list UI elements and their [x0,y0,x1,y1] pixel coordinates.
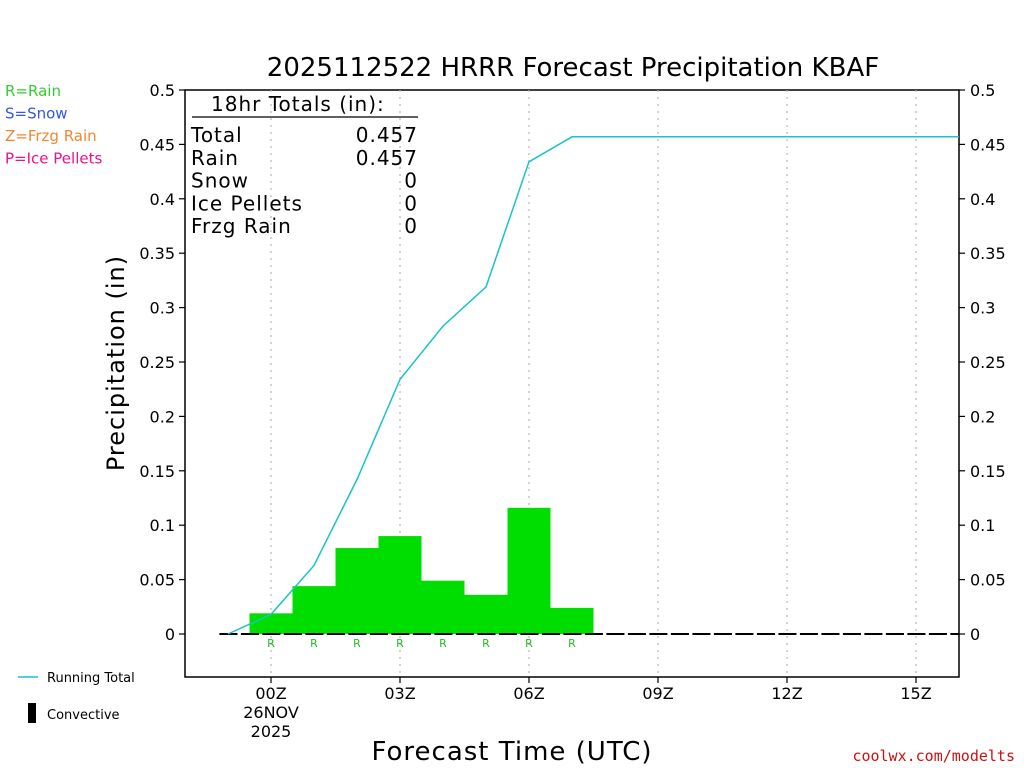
y-tick-label-left-1: 0.05 [139,571,175,590]
y-tick-label-right-0: 0 [970,625,980,644]
totals-rows: Total 0.457 Rain 0.457 Snow 0 Ice Pellets 0 Frzg… [190,123,418,238]
totals-label-2: Snow [191,169,249,193]
running-total-legend-text: Running Total [47,671,135,686]
ptype-label-1: R [310,637,318,650]
y-tick-label-right-2: 0.1 [970,516,995,535]
y-tick-label-left-2: 0.1 [150,516,175,535]
bar-1 [292,586,336,634]
x-tick-date-0: 26NOV [243,703,299,722]
y-tick-label-right-5: 0.25 [970,353,1006,372]
totals-label-1: Rain [191,146,239,170]
x-tick-label-2: 06Z [513,684,544,703]
ptype-label-7: R [568,637,576,650]
x-tick-year-0: 2025 [251,722,292,741]
y-tick-label-right-4: 0.2 [970,407,995,426]
plot-frame [184,89,960,678]
convective-legend-swatch [28,703,36,723]
x-tick-label-3: 09Z [642,684,673,703]
y-tick-label-right-8: 0.4 [970,190,995,209]
x-tick-label-1: 03Z [384,684,415,703]
y-tick-label-left-5: 0.25 [139,353,175,372]
y-tick-label-right-9: 0.45 [970,135,1006,154]
running-total-line [227,136,959,635]
hourly-bars [249,507,594,634]
bar-6 [507,507,551,634]
bar-7 [550,607,594,634]
bar-5 [464,594,508,634]
ptype-label-5: R [482,637,490,650]
totals-value-3: 0 [404,191,418,215]
totals-value-4: 0 [404,214,418,238]
y-tick-label-right-6: 0.3 [970,299,995,318]
y-axis-label: Precipitation (in) [102,255,130,471]
ptype-legend-item-3: P=Ice Pellets [5,150,102,168]
y-tick-label-left-7: 0.35 [139,244,175,263]
totals-header: 18hr Totals (in): [211,92,385,116]
x-axis-label: Forecast Time (UTC) [371,737,652,767]
totals-label-0: Total [190,123,243,147]
bar-0 [249,613,293,634]
y-tick-label-left-3: 0.15 [139,462,175,481]
ptype-label-4: R [439,637,447,650]
y-tick-label-right-1: 0.05 [970,571,1006,590]
ptype-legend: R=Rain S=Snow Z=Frzg Rain P=Ice Pellets [5,82,102,168]
bar-3 [378,536,422,634]
y-tick-label-left-6: 0.3 [150,299,175,318]
y-tick-label-left-0: 0 [165,625,175,644]
y-tick-label-left-10: 0.5 [150,81,175,100]
totals-value-2: 0 [404,169,418,193]
ptype-label-3: R [396,637,404,650]
ptype-legend-item-0: R=Rain [5,82,61,100]
totals-box: 18hr Totals (in): Total 0.457 Rain 0.457 Sno… [190,92,418,238]
y-tick-label-right-10: 0.5 [970,81,995,100]
y-tick-label-left-4: 0.2 [150,407,175,426]
y-axis-right: 0 0.05 0.1 0.15 0.2 0.25 0.3 0.35 0.4 0.45 0.5 [959,81,1006,644]
y-axis-left: 0 0.05 0.1 0.15 0.2 0.25 0.3 0.35 0.4 0.45 0.5 [139,81,185,644]
y-tick-label-left-9: 0.45 [139,135,175,154]
running-total-series [227,136,959,635]
totals-value-0: 0.457 [356,123,418,147]
bar-2 [335,548,379,634]
bar-4 [421,580,465,634]
credit-text: coolwx.com/modelts [852,747,1015,765]
ptype-legend-item-1: S=Snow [5,105,68,123]
x-tick-label-4: 12Z [771,684,802,703]
totals-label-3: Ice Pellets [191,191,303,215]
y-tick-label-right-7: 0.35 [970,244,1006,263]
y-tick-label-left-8: 0.4 [150,190,175,209]
ptype-label-6: R [525,637,533,650]
ptype-label-2: R [353,637,361,650]
totals-label-4: Frzg Rain [191,214,292,238]
convective-legend-text: Convective [47,708,120,723]
chart-title: 2025112522 HRRR Forecast Precipitation K… [267,53,879,83]
ptype-legend-item-2: Z=Frzg Rain [5,127,97,145]
x-tick-label-5: 15Z [900,684,931,703]
totals-value-1: 0.457 [356,146,418,170]
y-tick-label-right-3: 0.15 [970,462,1006,481]
bottom-legend: Running Total Convective [18,671,135,723]
ptype-label-0: R [267,637,275,650]
x-tick-label-0: 00Z [255,684,286,703]
